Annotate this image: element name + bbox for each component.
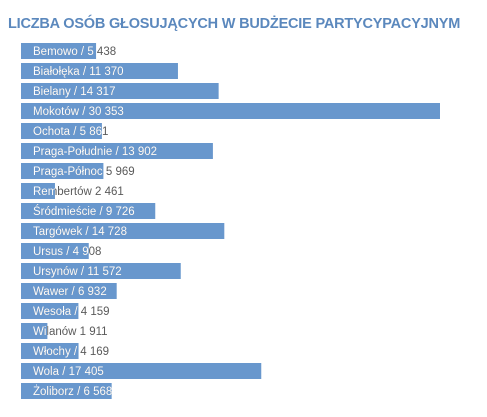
bar-label-wilanow: Wilanów 1 911 bbox=[33, 326, 108, 338]
bar-ursus bbox=[21, 243, 89, 259]
bar-label-rembertow: Rembertów 2 461 bbox=[33, 186, 124, 198]
bar-rembertow bbox=[21, 183, 55, 199]
bar-label-inner-wola: Wola / 17 405 bbox=[33, 366, 104, 378]
bar-label-zoliborz: Żoliborz / 6 568 bbox=[33, 385, 112, 398]
bar-label-bialoleka: Białołęka / 11 370 bbox=[33, 66, 124, 78]
bar-label-wlochy: Włochy / 4 169 bbox=[33, 346, 109, 358]
bar-wola bbox=[21, 363, 262, 379]
bar-label-mokotow: Mokotów / 30 353 bbox=[33, 106, 124, 118]
bar-srodmiescie bbox=[21, 203, 156, 219]
bar-label-inner-wlochy: Włochy / 4 169 bbox=[33, 346, 109, 358]
bar-label-inner-praga-poludnie: Praga-Południe / 13 902 bbox=[33, 146, 157, 158]
bar-wesola bbox=[21, 303, 79, 319]
bar-label-praga-polnoc: Praga-Północ 5 969 bbox=[33, 166, 135, 178]
bar-label-inner-mokotow: Mokotów / 30 353 bbox=[33, 106, 124, 118]
bar-wilanow bbox=[21, 323, 48, 339]
bar-mokotow bbox=[21, 103, 440, 119]
bar-label-wesola: Wesoła / 4 159 bbox=[33, 306, 110, 318]
chart-title: LICZBA OSÓB GŁOSUJĄCYCH W BUDŻECIE PARTY… bbox=[8, 16, 461, 32]
bar-label-inner-zoliborz: Żoliborz / 6 568 bbox=[33, 385, 112, 398]
bar-label-inner-targowek: Targówek / 14 728 bbox=[33, 226, 127, 238]
bar-ochota bbox=[21, 123, 102, 139]
bar-label-ursus: Ursus / 4 908 bbox=[33, 246, 101, 258]
bar-label-wawer: Wawer / 6 932 bbox=[33, 286, 107, 298]
bar-ursynow bbox=[21, 263, 181, 279]
bar-wlochy bbox=[21, 343, 79, 359]
bar-label-inner-wilanow: Wilanów 1 911 bbox=[33, 326, 108, 338]
bar-bielany bbox=[21, 83, 219, 99]
bar-targowek bbox=[21, 223, 225, 239]
bar-label-inner-bialoleka: Białołęka / 11 370 bbox=[33, 66, 124, 78]
bar-label-inner-ochota: Ochota / 5 861 bbox=[33, 126, 108, 138]
bar-label-ursynow: Ursynów / 11 572 bbox=[33, 266, 122, 278]
bar-zoliborz bbox=[21, 383, 112, 399]
bar-label-bielany: Bielany / 14 317 bbox=[33, 86, 115, 98]
bar-label-wola: Wola / 17 405 bbox=[33, 366, 104, 378]
bar-label-inner-praga-polnoc: Praga-Północ 5 969 bbox=[33, 166, 135, 178]
bar-praga-poludnie bbox=[21, 143, 213, 159]
bar-wawer bbox=[21, 283, 117, 299]
bar-label-inner-ursynow: Ursynów / 11 572 bbox=[33, 266, 122, 278]
bar-label-praga-poludnie: Praga-Południe / 13 902 bbox=[33, 146, 157, 158]
bar-label-srodmiescie: Śródmieście / 9 726 bbox=[33, 205, 135, 218]
bar-label-inner-wesola: Wesoła / 4 159 bbox=[33, 306, 110, 318]
bar-label-ochota: Ochota / 5 861 bbox=[33, 126, 108, 138]
bar-label-inner-ursus: Ursus / 4 908 bbox=[33, 246, 101, 258]
bar-label-inner-rembertow: Rembertów 2 461 bbox=[33, 186, 124, 198]
bar-label-inner-bielany: Bielany / 14 317 bbox=[33, 86, 115, 98]
bar-praga-polnoc bbox=[21, 163, 104, 179]
bar-label-inner-wawer: Wawer / 6 932 bbox=[33, 286, 107, 298]
bar-label-inner-bemowo: Bemowo / 5 438 bbox=[33, 46, 116, 58]
bar-bialoleka bbox=[21, 63, 178, 79]
bar-label-inner-srodmiescie: Śródmieście / 9 726 bbox=[33, 205, 135, 218]
bar-label-targowek: Targówek / 14 728 bbox=[33, 226, 127, 238]
bar-label-bemowo: Bemowo / 5 438 bbox=[33, 46, 116, 58]
bar-bemowo bbox=[21, 43, 97, 59]
